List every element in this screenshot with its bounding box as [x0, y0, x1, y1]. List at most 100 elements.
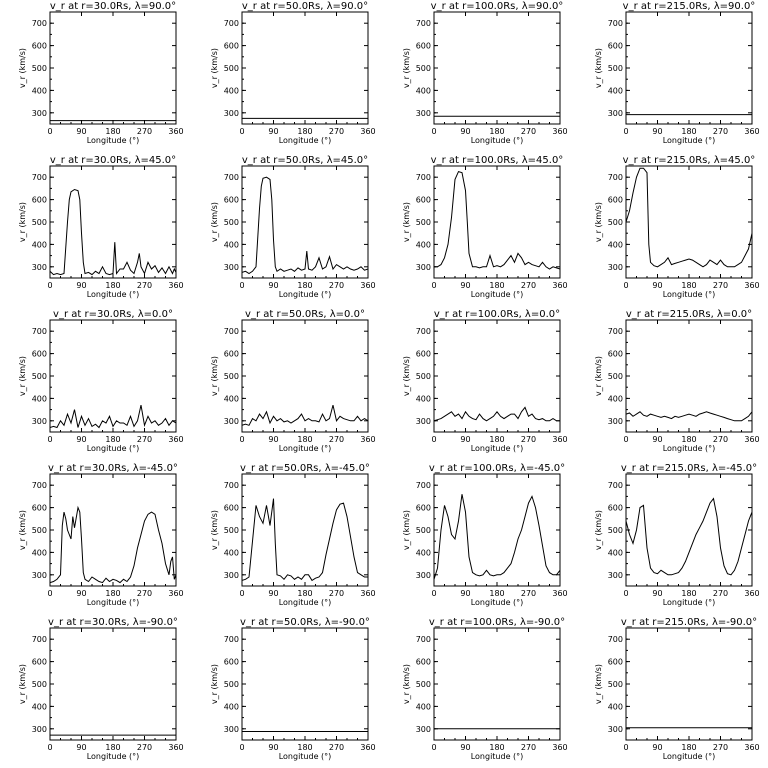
x-axis-label: Longitude (°): [663, 290, 716, 299]
y-axis-label: v_r (km/s): [18, 202, 27, 242]
x-tick-label: 270: [713, 127, 728, 136]
x-tick-label: 360: [744, 435, 759, 444]
y-axis-label: v_r (km/s): [18, 664, 27, 704]
x-tick-label: 180: [105, 743, 120, 752]
x-tick-label: 360: [168, 281, 183, 290]
y-tick-label: 600: [608, 504, 623, 513]
x-tick-label: 270: [521, 743, 536, 752]
x-tick-label: 90: [460, 281, 470, 290]
x-tick-label: 270: [137, 435, 152, 444]
panel-1: v_r at r=30.0Rs, λ=90.0° 0 90 180 270 360 300 4…: [18, 1, 184, 145]
y-tick-label: 700: [608, 173, 623, 182]
plot-frame: [49, 11, 177, 125]
y-axis-label: v_r (km/s): [18, 356, 27, 396]
y-tick-label: 700: [416, 327, 431, 336]
panel-7: v_r at r=100.0Rs, λ=45.0° 0 90 180 270 360 300…: [402, 155, 568, 299]
y-tick-label: 500: [224, 218, 239, 227]
y-tick-label: 500: [32, 64, 47, 73]
x-tick-label: 360: [744, 743, 759, 752]
y-tick-label: 500: [224, 64, 239, 73]
y-tick-label: 500: [608, 526, 623, 535]
y-tick-label: 300: [608, 263, 623, 272]
panel-title: v_r at r=215.0Rs, λ=90.0°: [623, 1, 756, 12]
series-line: [626, 497, 752, 576]
panel-title: v_r at r=30.0Rs, λ=45.0°: [50, 155, 176, 166]
x-axis-label: Longitude (°): [279, 136, 332, 145]
y-tick-label: 600: [32, 42, 47, 51]
y-tick-label: 400: [416, 86, 431, 95]
panel-title: v_r at r=100.0Rs, λ=-45.0°: [429, 463, 565, 474]
y-tick-label: 400: [224, 394, 239, 403]
x-tick-label: 90: [76, 589, 86, 598]
y-tick-label: 700: [416, 481, 431, 490]
x-axis-label: Longitude (°): [663, 444, 716, 453]
x-tick-label: 90: [652, 743, 662, 752]
x-tick-label: 180: [489, 127, 504, 136]
plot-frame: [433, 165, 561, 279]
y-axis-label: v_r (km/s): [402, 202, 411, 242]
panel-14: v_r at r=50.0Rs, λ=-45.0° 0 90 180 270 360 300…: [210, 463, 376, 607]
panel-8: v_r at r=215.0Rs, λ=45.0° 0 90 180 270 360 300…: [594, 155, 760, 299]
panel-title: v_r at r=100.0Rs, λ=45.0°: [431, 155, 564, 166]
y-tick-label: 700: [416, 19, 431, 28]
y-tick-label: 500: [416, 372, 431, 381]
x-tick-label: 90: [76, 435, 86, 444]
y-axis-label: v_r (km/s): [594, 356, 603, 396]
panel-title: v_r at r=215.0Rs, λ=45.0°: [623, 155, 756, 166]
panel-16: v_r at r=215.0Rs, λ=-45.0° 0 90 180 270 360 30…: [594, 463, 760, 607]
y-tick-label: 400: [32, 240, 47, 249]
y-tick-label: 700: [32, 635, 47, 644]
x-tick-label: 180: [489, 435, 504, 444]
x-tick-label: 0: [431, 281, 436, 290]
x-tick-label: 360: [168, 743, 183, 752]
panel-title: v_r at r=50.0Rs, λ=45.0°: [242, 155, 368, 166]
panel-2: v_r at r=50.0Rs, λ=90.0° 0 90 180 270 360 300 4…: [210, 1, 376, 145]
x-tick-label: 360: [552, 127, 567, 136]
x-tick-label: 0: [239, 589, 244, 598]
plot-frame: [433, 627, 561, 741]
y-tick-label: 300: [32, 263, 47, 272]
y-tick-label: 500: [608, 372, 623, 381]
x-tick-label: 180: [105, 281, 120, 290]
y-tick-label: 300: [224, 417, 239, 426]
plot-frame: [433, 319, 561, 433]
x-axis-label: Longitude (°): [87, 136, 140, 145]
panel-17: v_r at r=30.0Rs, λ=-90.0° 0 90 180 270 360 300…: [18, 617, 184, 761]
x-tick-label: 360: [360, 127, 375, 136]
y-axis-label: v_r (km/s): [402, 510, 411, 550]
y-tick-label: 700: [32, 481, 47, 490]
series-line: [242, 404, 368, 426]
y-tick-label: 600: [416, 196, 431, 205]
x-axis-label: Longitude (°): [279, 290, 332, 299]
series-line: [434, 494, 560, 580]
x-tick-label: 360: [744, 281, 759, 290]
x-tick-label: 0: [623, 127, 628, 136]
panel-18: v_r at r=50.0Rs, λ=-90.0° 0 90 180 270 360 300…: [210, 617, 376, 761]
y-tick-label: 700: [608, 327, 623, 336]
x-tick-label: 0: [47, 743, 52, 752]
y-tick-label: 600: [416, 350, 431, 359]
y-tick-label: 700: [32, 173, 47, 182]
x-axis-label: Longitude (°): [471, 136, 524, 145]
x-tick-label: 360: [360, 281, 375, 290]
x-tick-label: 360: [360, 435, 375, 444]
x-tick-label: 270: [329, 743, 344, 752]
y-tick-label: 300: [32, 571, 47, 580]
x-tick-label: 0: [239, 127, 244, 136]
x-tick-label: 180: [105, 589, 120, 598]
x-tick-label: 90: [460, 589, 470, 598]
y-tick-label: 500: [416, 218, 431, 227]
y-tick-label: 400: [416, 394, 431, 403]
plot-frame: [625, 627, 753, 741]
x-tick-label: 0: [47, 127, 52, 136]
y-tick-label: 400: [608, 548, 623, 557]
x-tick-label: 270: [329, 435, 344, 444]
x-tick-label: 270: [713, 281, 728, 290]
y-tick-label: 700: [416, 635, 431, 644]
panel-20: v_r at r=215.0Rs, λ=-90.0° 0 90 180 270 360 30…: [594, 617, 760, 761]
y-tick-label: 600: [416, 658, 431, 667]
y-tick-label: 300: [608, 417, 623, 426]
y-tick-label: 700: [32, 19, 47, 28]
y-axis-label: v_r (km/s): [210, 48, 219, 88]
y-axis-label: v_r (km/s): [594, 510, 603, 550]
